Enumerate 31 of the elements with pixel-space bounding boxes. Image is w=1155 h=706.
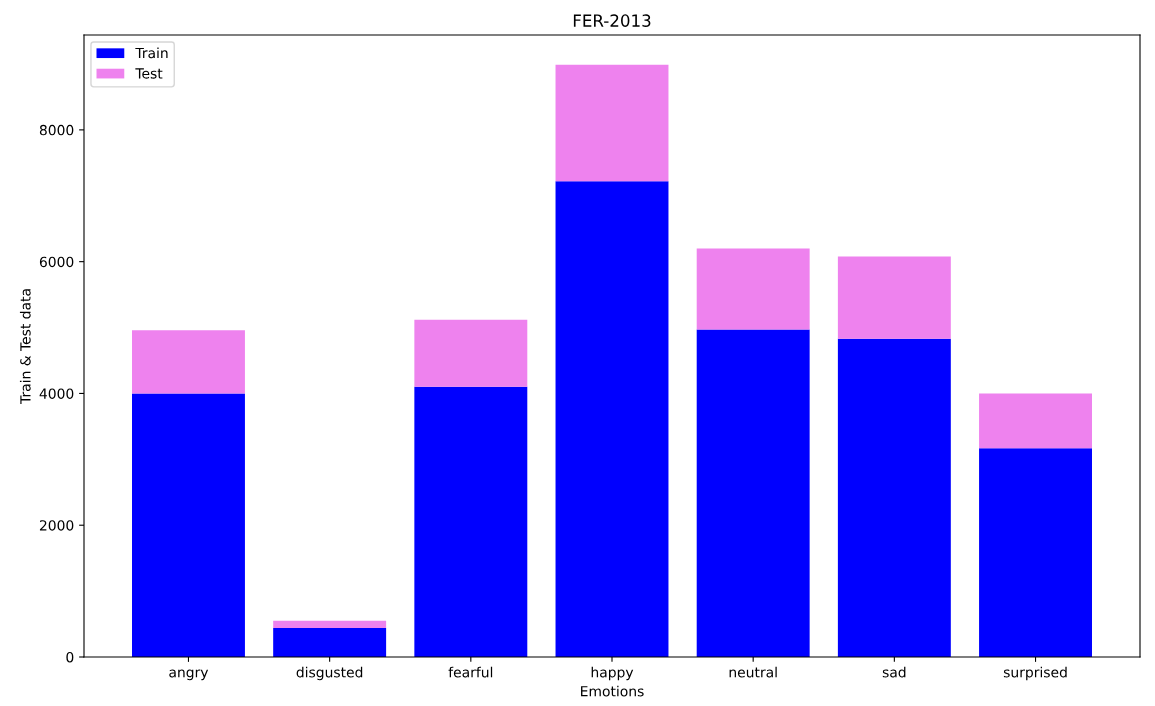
x-tick-label: fearful: [448, 666, 493, 678]
bar: [696, 329, 810, 657]
y-tick-label: 8000: [39, 124, 74, 136]
x-tick-label: sad: [882, 666, 906, 678]
bar: [555, 181, 669, 657]
x-tick-label: disgusted: [296, 666, 363, 681]
bar: [696, 248, 810, 330]
y-tick-label: 2000: [39, 520, 74, 531]
bar: [273, 628, 387, 657]
x-tick-label: angry: [169, 669, 209, 681]
bar: [273, 620, 387, 629]
legend-label: Train: [135, 47, 168, 59]
y-tick-label: 6000: [39, 256, 74, 268]
bar: [837, 338, 951, 657]
bar: [979, 448, 1092, 657]
x-axis-title: Emotions: [581, 685, 644, 697]
bar: [414, 386, 528, 657]
x-tick-label: neutral: [729, 666, 777, 678]
legend-label: Test: [135, 68, 163, 79]
y-axis-title: Train & Test data: [19, 289, 31, 405]
bar: [132, 330, 245, 394]
bar: [837, 256, 951, 339]
bar: [132, 393, 245, 657]
y-tick-label: 4000: [39, 388, 74, 399]
x-tick-label: happy: [591, 666, 634, 681]
bar: [555, 64, 669, 182]
x-tick-label: surprised: [1003, 666, 1067, 681]
y-tick-label: 0: [66, 651, 74, 663]
chart-title: FER-2013: [573, 14, 651, 27]
bar: [979, 393, 1092, 449]
bar: [414, 319, 528, 387]
